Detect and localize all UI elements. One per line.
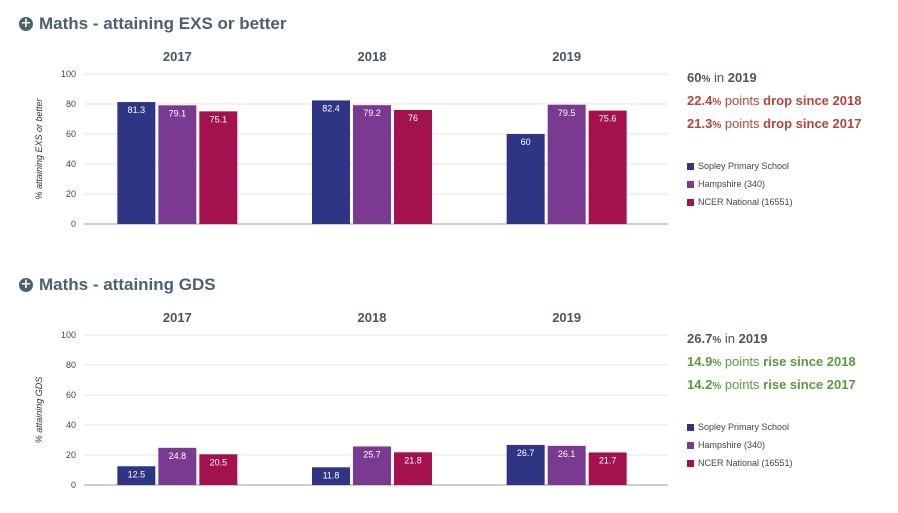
legend-item-hampshire[interactable]: Hampshire (340) [687,436,793,454]
category-label: 2017 [163,310,192,325]
legend-label: Sopley Primary School [698,422,790,432]
data-label: 79.5 [558,108,576,118]
bar [588,110,627,224]
category-label: 2018 [358,310,387,325]
data-label: 21.7 [599,455,617,465]
data-label: 21.8 [404,455,422,465]
chart-section-gds: + Maths - attaining GDS 0 20 40 60 80 100 % at… [0,261,898,511]
data-label: 12.5 [128,469,146,479]
bar [506,444,545,485]
bar [158,105,197,224]
chart-legend: Sopley Primary School Hampshire (340) NC… [687,157,793,211]
bar [312,100,350,224]
bar [547,104,586,224]
legend-swatch [687,162,694,170]
data-label: 76 [408,113,418,123]
y-axis-label: % attaining GDS [34,377,44,444]
data-label: 82.4 [322,103,340,113]
data-label: 79.2 [363,108,381,118]
legend-label: Hampshire (340) [698,179,766,189]
legend-swatch [687,423,694,431]
y-tick-label: 60 [66,129,76,139]
bar [353,446,391,485]
legend-label: NCER National (16551) [698,458,793,468]
y-tick-label: 0 [71,480,76,490]
bar-chart-exs: 0 20 40 60 80 100 % attaining EXS or better 201… [34,49,668,229]
y-tick-label: 60 [66,390,76,400]
summary-panel: 60% in 2019 22.4% points drop since 2018… [687,67,861,136]
bar-chart-gds: 0 20 40 60 80 100 % attaining GDS 2017 12.5 24.8 2… [34,310,668,490]
y-tick-label: 0 [71,219,76,229]
section-title: Maths - attaining GDS [39,275,216,294]
data-label: 75.1 [210,114,228,124]
bar [199,111,238,224]
section-header-exs[interactable]: + Maths - attaining EXS or better [19,14,286,34]
legend-item-school[interactable]: Sopley Primary School [687,418,793,436]
y-tick-label: 40 [66,159,76,169]
summary-change-2018: 14.9% points rise since 2018 [687,354,856,369]
summary-change-2017: 21.3% points drop since 2017 [687,116,862,131]
data-label: 60 [521,137,531,147]
bar [547,445,586,485]
bar [117,466,156,485]
bar [158,447,197,485]
legend-label: NCER National (16551) [698,197,793,207]
legend-item-national[interactable]: NCER National (16551) [687,454,793,472]
y-tick-label: 40 [66,420,76,430]
legend-label: Hampshire (340) [698,440,766,450]
summary-panel: 26.7% in 2019 14.9% points rise since 20… [687,328,856,397]
bar [312,467,350,485]
bar [117,102,156,224]
data-label: 20.5 [210,457,228,467]
legend-label: Sopley Primary School [698,161,790,171]
bar [394,452,432,485]
data-label: 26.1 [558,449,576,459]
bar [506,134,545,224]
bar [588,452,627,485]
data-label: 79.1 [169,108,187,118]
y-tick-label: 80 [66,360,76,370]
bar [353,105,391,224]
section-header-gds[interactable]: + Maths - attaining GDS [19,275,216,295]
category-label: 2019 [552,310,581,325]
y-tick-label: 100 [61,330,76,340]
bar [199,454,238,485]
summary-change-2017: 14.2% points rise since 2017 [687,377,856,392]
y-tick-label: 20 [66,189,76,199]
chart-legend: Sopley Primary School Hampshire (340) NC… [687,418,793,472]
y-axis-label: % attaining EXS or better [34,97,44,199]
legend-swatch [687,441,694,449]
legend-item-national[interactable]: NCER National (16551) [687,193,793,211]
legend-swatch [687,198,694,206]
summary-change-2018: 22.4% points drop since 2018 [687,93,862,108]
category-label: 2019 [552,49,581,64]
legend-swatch [687,180,694,188]
data-label: 75.6 [599,114,617,124]
summary-current: 60% in 2019 [687,70,757,85]
category-label: 2017 [163,49,192,64]
legend-item-school[interactable]: Sopley Primary School [687,157,793,175]
chart-section-exs: + Maths - attaining EXS or better 0 20 40 6… [0,0,898,250]
section-title: Maths - attaining EXS or better [39,14,287,33]
data-label: 81.3 [128,105,146,115]
data-label: 24.8 [169,451,187,461]
plus-circle-icon[interactable]: + [19,277,33,292]
y-tick-label: 20 [66,450,76,460]
data-label: 11.8 [323,470,340,480]
category-label: 2018 [358,49,387,64]
legend-swatch [687,459,694,467]
bar [394,110,432,224]
y-tick-label: 80 [66,99,76,109]
plus-circle-icon[interactable]: + [19,16,33,31]
data-label: 26.7 [517,448,535,458]
summary-current: 26.7% in 2019 [687,331,768,346]
data-label: 25.7 [363,449,381,459]
legend-item-hampshire[interactable]: Hampshire (340) [687,175,793,193]
y-tick-label: 100 [61,69,76,79]
